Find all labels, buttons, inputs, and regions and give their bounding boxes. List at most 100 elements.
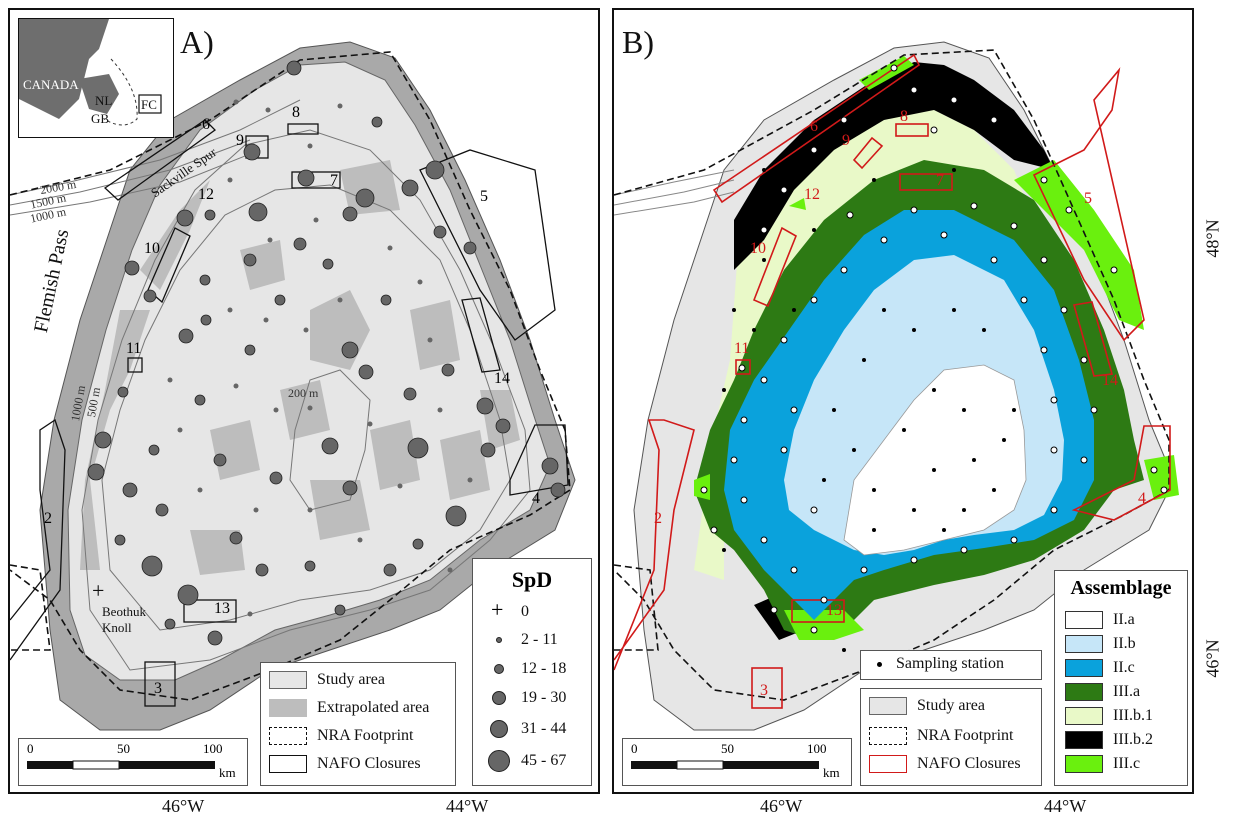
nafo-b-text: NAFO Closures (917, 755, 1021, 772)
spd-class-0: 0 (521, 603, 529, 620)
closure-label-7: 7 (330, 172, 338, 189)
panel-a-label: A) (180, 24, 214, 60)
assemblage-item-iib: II.b (1065, 635, 1136, 653)
legend-nra-footprint-a: NRA Footprint (269, 727, 413, 745)
scale-a-tick-50: 50 (117, 741, 130, 756)
nafo-swatch (269, 755, 307, 773)
assemblage-label-iiia: III.a (1113, 683, 1141, 700)
inset-gb-label: GB (91, 111, 110, 126)
lat-label-46n: 46°N (1202, 639, 1223, 678)
scale-bar-b: 0 50 100 km (622, 738, 852, 786)
study-area-swatch (269, 671, 307, 689)
spd-class-1: 2 - 11 (521, 631, 558, 648)
nra-b-text: NRA Footprint (917, 727, 1014, 744)
lon-label-44w-b: 44°W (1044, 796, 1087, 816)
study-area-b-swatch (869, 697, 907, 715)
closure-label-12: 12 (198, 186, 214, 203)
spd-class-5: 45 - 67 (521, 752, 567, 769)
closure-b-label-10: 10 (750, 240, 766, 257)
scale-b-tick-50: 50 (721, 741, 734, 756)
inset-map-canvas (19, 19, 162, 126)
assemblage-item-iiia: III.a (1065, 683, 1140, 701)
legend-study-area-b: Study area (869, 697, 985, 715)
closure-b-label-8: 8 (900, 108, 908, 125)
closure-label-6: 6 (202, 116, 210, 133)
assemblage-label-iiib2: III.b.2 (1113, 731, 1153, 748)
nra-text: NRA Footprint (317, 727, 414, 744)
scale-a-bar (27, 760, 215, 770)
bathymetry-contours (10, 99, 531, 671)
assemblage-legend-title: Assemblage (1070, 577, 1172, 599)
assemblage-swatch-iib (1065, 635, 1103, 653)
assemblage-swatch-iiib1 (1065, 707, 1103, 725)
closure-b-label-12: 12 (804, 186, 820, 203)
closure-label-9: 9 (236, 132, 244, 149)
closure-label-4: 4 (532, 490, 540, 507)
assemblage-item-iiib1: III.b.1 (1065, 707, 1153, 725)
closure-label-13: 13 (214, 600, 230, 617)
legend-nafo-closures-b: NAFO Closures (869, 755, 1021, 773)
scale-b-tick-100: 100 (807, 741, 827, 756)
extrapolated-swatch (269, 699, 307, 717)
spd-legend-title: SpD (511, 567, 553, 592)
lon-label-46w-b: 46°W (760, 796, 803, 816)
study-area-b-text: Study area (917, 697, 985, 714)
assemblage-label-iib: II.b (1113, 635, 1136, 652)
nafo-b-swatch (869, 755, 907, 773)
beothuk-knoll-marker: + (92, 578, 105, 603)
sampling-station-icon (877, 661, 882, 667)
spd-legend-symbols: + (488, 597, 510, 772)
bathy-label-200: 200 m (288, 386, 319, 400)
closure-label-2: 2 (44, 510, 52, 527)
closure-b-label-2: 2 (654, 510, 662, 527)
assemblage-label-iiib1: III.b.1 (1113, 707, 1153, 724)
inset-nl-label: NL (95, 93, 113, 108)
spd-class-3: 19 - 30 (521, 689, 567, 706)
closure-b-label-11: 11 (734, 340, 750, 357)
bathymetry-contours-b (614, 169, 735, 216)
nra-left-box-b (614, 564, 659, 651)
sampling-stations (700, 64, 1168, 652)
scale-a-tick-100: 100 (203, 741, 223, 756)
legend-study-area-a: Study area (269, 671, 385, 689)
assemblage-swatch-iia (1065, 611, 1103, 629)
inset-fc-label: FC (141, 97, 157, 112)
closure-b-label-7: 7 (936, 172, 944, 189)
assemblage-item-iiic: III.c (1065, 755, 1140, 773)
nra-b-swatch (869, 727, 907, 745)
closure-b-label-13: 13 (826, 602, 842, 619)
panel-b-map: B) 2 3 4 5 6 7 8 9 10 11 12 13 14 Sampli… (612, 8, 1194, 794)
scale-a-tick-0: 0 (27, 741, 34, 756)
area-legend-b: Study area NRA Footprint NAFO Closures (860, 688, 1042, 786)
location-inset-a: CANADA NL GB FC (18, 18, 174, 138)
nra-swatch (269, 727, 307, 745)
scale-b-bar (631, 760, 819, 770)
spd-circles (87, 60, 566, 646)
assemblage-item-iic: II.c (1065, 659, 1135, 677)
nafo-closures-a (10, 119, 569, 707)
scale-b-tick-0: 0 (631, 741, 638, 756)
spd-symbol-2 (494, 664, 504, 674)
assemblage-iia (843, 364, 1027, 556)
spd-small-dots (167, 99, 473, 617)
legend-extrapolated-area: Extrapolated area (269, 699, 429, 717)
spd-symbol-5 (488, 750, 510, 772)
panel-b-map-canvas (614, 41, 1179, 731)
assemblage-label-iia: II.a (1113, 611, 1135, 628)
closure-label-5: 5 (480, 188, 488, 205)
assemblage-iiib1 (694, 105, 1034, 580)
legend-nra-footprint-b: NRA Footprint (869, 727, 1013, 745)
assemblage-iiib2 (734, 62, 1054, 270)
closure-label-10: 10 (144, 240, 160, 257)
assemblage-label-iiic: III.c (1113, 755, 1141, 772)
inset-land (19, 19, 109, 119)
spd-symbol-4 (490, 720, 508, 738)
scale-bar-a: 0 50 100 km (18, 738, 248, 786)
closure-b-label-5: 5 (1084, 190, 1092, 207)
spd-symbol-1 (496, 637, 502, 643)
spd-symbol-0: + (491, 597, 503, 622)
assemblage-item-iia: II.a (1065, 611, 1135, 629)
sampling-legend: Sampling station (860, 650, 1042, 680)
closure-b-label-3: 3 (760, 682, 768, 699)
lat-label-48n: 48°N (1202, 219, 1223, 258)
